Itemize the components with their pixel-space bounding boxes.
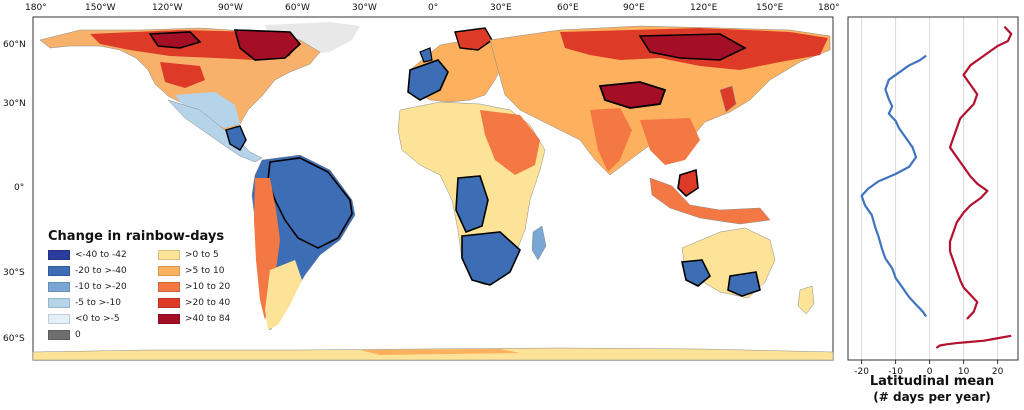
lon-tick: 90°W: [218, 3, 243, 13]
sa-dark-blue: [267, 157, 353, 249]
madagascar: [531, 225, 547, 261]
scandinavia-red: [454, 27, 493, 51]
antarctica-orange: [360, 349, 520, 355]
legend-item: <0 to >-5: [48, 313, 120, 324]
legend-label: >5 to 10: [185, 265, 225, 276]
new-zealand: [797, 285, 815, 315]
na-red-blob: [160, 62, 205, 88]
legend-swatch: [48, 297, 70, 308]
x-tick-label: -20: [854, 367, 869, 377]
latitudinal-mean-chart: -20 -10 0 10 20: [847, 16, 1019, 377]
legend-item: <-40 to -42: [48, 249, 127, 260]
legend-item: -5 to >-10: [48, 297, 121, 308]
legend-swatch: [48, 281, 70, 292]
lon-tick: 30°E: [490, 3, 512, 13]
chart-grid: [861, 17, 999, 360]
series-line-2: [935, 334, 1012, 349]
se-asia-orange: [640, 118, 700, 165]
legend-swatch: [158, 281, 180, 292]
legend: Change in rainbow-days <-40 to -42 -20 t…: [48, 229, 262, 349]
lon-tick: 60°E: [557, 3, 579, 13]
legend-label: <-40 to -42: [75, 249, 127, 260]
sa-south-yellow: [265, 260, 302, 330]
legend-label: -5 to >-10: [75, 297, 121, 308]
legend-label: >20 to 40: [185, 297, 231, 308]
africa-orange-east: [480, 110, 540, 175]
legend-swatch: [158, 249, 180, 260]
lon-tick: 60°W: [285, 3, 310, 13]
japan: [719, 85, 737, 113]
lon-tick: 180°: [818, 3, 840, 13]
legend-label: >10 to 20: [185, 281, 231, 292]
lon-tick: 120°W: [152, 3, 183, 13]
lat-tick: 60°N: [3, 40, 26, 50]
legend-item: >10 to 20: [158, 281, 230, 292]
indonesia-islands: [649, 177, 771, 225]
legend-swatch: [158, 265, 180, 276]
legend-swatch: [48, 313, 70, 324]
tibet-dark: [598, 81, 667, 109]
x-axis-ticks: -20 -10 0 10 20: [854, 360, 1004, 377]
legend-item: -10 to >-20: [48, 281, 127, 292]
borneo-red: [677, 168, 699, 198]
na-dark-north: [148, 31, 202, 49]
legend-label: -20 to >-40: [75, 265, 127, 276]
legend-swatch: [48, 329, 70, 340]
legend-swatch: [48, 249, 70, 260]
australia-blue-sw: [681, 259, 711, 287]
lon-tick: 30°W: [352, 3, 377, 13]
x-axis-title-line1: Latitudinal mean: [869, 374, 995, 389]
legend-label: >40 to 84: [185, 313, 231, 324]
africa-blue-south: [461, 231, 521, 286]
legend-label: <0 to >-5: [75, 313, 120, 324]
lat-tick: 30°S: [3, 268, 25, 278]
lat-tick: 30°N: [3, 99, 26, 109]
na-dark-northeast: [233, 29, 302, 61]
legend-label: >0 to 5: [185, 249, 219, 260]
lon-tick: 120°E: [690, 3, 718, 13]
na-blue-south: [175, 92, 240, 128]
legend-swatch: [158, 297, 180, 308]
series-line-0: [860, 54, 928, 318]
legend-swatch: [158, 313, 180, 324]
central-am-blue: [225, 125, 247, 151]
legend-item: >20 to 40: [158, 297, 230, 308]
australia-blue-se: [727, 271, 761, 297]
lon-tick: 90°E: [623, 3, 645, 13]
sa-orange-west: [254, 178, 280, 320]
x-tick-label: -10: [888, 367, 903, 377]
x-tick-label: 10: [958, 367, 970, 377]
legend-item: >5 to 10: [158, 265, 224, 276]
lon-tick: 0°: [428, 3, 439, 13]
lon-tick: 150°E: [756, 3, 784, 13]
x-tick-label: 0: [927, 367, 933, 377]
legend-item: >0 to 5: [158, 249, 219, 260]
india-orange: [590, 108, 632, 172]
siberia-dark-1: [638, 33, 747, 61]
series-lines: [860, 25, 1013, 349]
x-axis-title-line2: (# days per year): [873, 390, 991, 404]
africa-blue-central: [455, 175, 489, 234]
lon-tick: 150°W: [85, 3, 116, 13]
legend-item: -20 to >-40: [48, 265, 127, 276]
lon-tick: 180°: [25, 3, 47, 13]
x-tick-label: 20: [992, 367, 1004, 377]
iberia-blue: [407, 59, 449, 101]
legend-label: 0: [75, 329, 81, 340]
series-line-1: [948, 25, 1013, 320]
world-map-panel: 180° 150°W 120°W 90°W 60°W 30°W 0° 30°E …: [3, 3, 840, 361]
legend-item: 0: [48, 329, 81, 340]
chart-frame: [847, 16, 1019, 361]
legend-label: -10 to >-20: [75, 281, 127, 292]
legend-swatch: [48, 265, 70, 276]
legend-item: >40 to 84: [158, 313, 230, 324]
uk-blue: [419, 47, 433, 63]
latitudinal-mean-panel: -20 -10 0 10 20 Latitudinal mean (# days per…: [840, 0, 1024, 406]
legend-title: Change in rainbow-days: [48, 229, 225, 244]
lat-tick: 0°: [14, 183, 25, 193]
lat-tick: 60°S: [3, 334, 25, 344]
